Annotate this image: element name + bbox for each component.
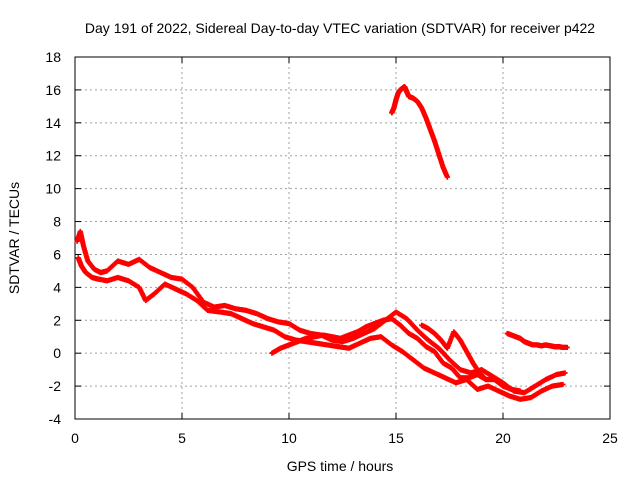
y-tick-label: 4 [53,279,61,295]
data-point [517,388,523,394]
y-tick-label: 12 [45,148,61,164]
y-tick-label: 10 [45,181,61,197]
y-tick-label: 8 [53,214,61,230]
ticks: 0 5 10 15 20 25 -4 -2 0 2 4 6 8 10 12 14 16 18 [45,49,618,446]
y-tick-label: 16 [45,82,61,98]
y-tick-label: 0 [53,345,61,361]
y-tick-label: 2 [53,312,61,328]
x-tick-label: 10 [281,430,297,446]
x-tick-label: 5 [178,430,186,446]
chart-title: Day 191 of 2022, Sidereal Day-to-day VTE… [85,20,595,36]
x-tick-label: 20 [495,430,511,446]
data-point [564,344,570,351]
y-tick-label: -2 [49,378,62,394]
data-points [74,84,570,402]
x-tick-label: 0 [71,430,79,446]
grid [75,57,610,419]
data-point [444,174,450,180]
y-tick-label: -4 [49,411,62,427]
x-tick-label: 25 [602,430,618,446]
plot-frame [74,56,611,420]
y-tick-label: 6 [53,246,61,262]
y-tick-label: 14 [45,115,61,131]
data-point [562,370,568,376]
data-point [560,381,566,388]
y-axis-label: SDTVAR / TECUs [6,182,22,294]
x-tick-label: 15 [388,430,404,446]
data-point [483,376,489,383]
y-tick-label: 18 [45,49,61,65]
x-axis-label: GPS time / hours [287,458,394,474]
